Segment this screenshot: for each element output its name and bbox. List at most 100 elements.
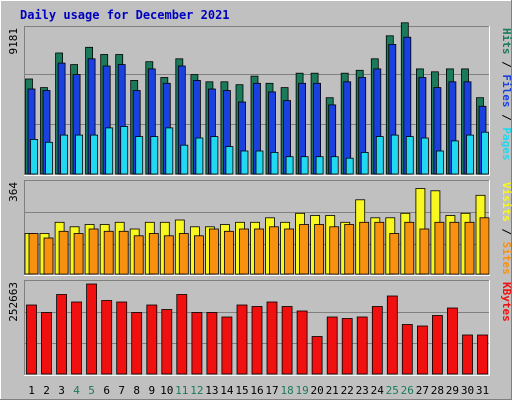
bar-pages-day-10 <box>165 127 174 175</box>
bar-sites-day-20 <box>314 224 325 275</box>
x-tick-label-day-12: 12 <box>190 384 203 397</box>
bar-sites-day-4 <box>73 233 84 275</box>
bar-pages-day-1 <box>30 138 38 175</box>
bar-sites-day-1 <box>28 233 39 275</box>
x-tick-label-day-2: 2 <box>43 384 50 397</box>
x-tick-label-day-3: 3 <box>58 384 65 397</box>
bar-kbytes-day-6 <box>101 300 113 375</box>
x-tick-label-day-11: 11 <box>175 384 188 397</box>
side-label-sites: Sites <box>500 242 512 275</box>
bar-sites-day-15 <box>239 228 249 275</box>
bar-sites-day-9 <box>148 233 159 275</box>
side-label-separator: / <box>500 108 512 128</box>
bar-sites-day-31 <box>479 217 490 275</box>
bar-sites-day-11 <box>178 233 189 275</box>
bar-kbytes-day-28 <box>431 315 443 375</box>
panel-hits-files-pages: 9181 Hits / Files / Pages <box>7 22 512 176</box>
bar-sites-day-25 <box>389 233 400 275</box>
x-tick-label-day-16: 16 <box>250 384 263 397</box>
x-tick-label-day-14: 14 <box>220 384 234 397</box>
y-tick-label: 364 <box>7 182 20 202</box>
bar-pages-day-12 <box>195 137 204 175</box>
bar-sites-day-18 <box>284 228 295 275</box>
bar-sites-day-26 <box>404 221 415 275</box>
bar-sites-day-14 <box>223 230 234 275</box>
bar-pages-day-31 <box>481 131 489 175</box>
bar-pages-day-6 <box>105 127 114 175</box>
x-tick-label-day-23: 23 <box>356 384 369 397</box>
bar-pages-day-4 <box>75 134 83 175</box>
bar-kbytes-day-15 <box>236 304 248 375</box>
bar-sites-day-12 <box>193 235 204 275</box>
bar-sites-day-17 <box>269 226 279 275</box>
bar-sites-day-29 <box>449 221 460 275</box>
bar-sites-day-21 <box>329 226 340 275</box>
side-label: Visits / Sites <box>500 182 512 275</box>
x-tick-label-day-25: 25 <box>386 384 399 397</box>
bar-kbytes-day-11 <box>176 294 188 375</box>
bar-kbytes-day-14 <box>221 316 233 375</box>
bar-pages-day-8 <box>135 136 144 175</box>
bar-kbytes-day-7 <box>116 301 128 375</box>
bar-kbytes-day-16 <box>251 306 263 375</box>
bar-pages-day-25 <box>390 134 399 175</box>
bar-kbytes-day-24 <box>371 306 383 375</box>
side-label: Hits / Files / Pages <box>500 28 512 161</box>
bar-pages-day-29 <box>450 140 459 175</box>
side-label-pages: Pages <box>500 127 512 160</box>
bar-sites-day-23 <box>359 221 370 275</box>
chart-panels: 9181 Hits / Files / Pages 364 Visits / Site… <box>7 22 512 376</box>
bar-sites-day-28 <box>434 221 445 275</box>
x-tick-label-day-31: 31 <box>476 384 489 397</box>
bar-kbytes-day-12 <box>191 312 203 375</box>
x-tick-label-day-21: 21 <box>326 384 339 397</box>
x-tick-label-day-24: 24 <box>371 384 385 397</box>
x-tick-label-day-17: 17 <box>265 384 278 397</box>
bar-pages-day-9 <box>150 136 159 175</box>
x-tick-label-day-28: 28 <box>431 384 444 397</box>
bar-kbytes-day-2 <box>41 312 52 375</box>
bar-kbytes-day-31 <box>477 334 488 375</box>
x-tick-label-day-19: 19 <box>295 384 308 397</box>
bar-sites-day-10 <box>163 235 174 275</box>
bar-sites-day-13 <box>208 228 219 275</box>
side-label: KBytes <box>500 282 512 322</box>
side-label-kbytes: KBytes <box>500 282 512 322</box>
bar-pages-day-13 <box>210 136 219 175</box>
bar-kbytes-day-27 <box>416 325 428 375</box>
bar-kbytes-day-29 <box>446 307 458 375</box>
bar-pages-day-30 <box>466 134 474 175</box>
bar-pages-day-19 <box>300 156 309 175</box>
x-tick-label-day-26: 26 <box>401 384 414 397</box>
bar-sites-day-3 <box>58 230 69 275</box>
bar-pages-day-7 <box>120 126 129 175</box>
bar-pages-day-2 <box>45 141 53 175</box>
x-tick-label-day-27: 27 <box>416 384 429 397</box>
bar-sites-day-27 <box>419 228 430 275</box>
bar-kbytes-day-21 <box>326 316 338 375</box>
bar-sites-day-5 <box>88 228 99 275</box>
bar-kbytes-day-9 <box>146 304 158 375</box>
bar-pages-day-22 <box>345 157 354 175</box>
x-tick-label-day-15: 15 <box>235 384 248 397</box>
x-tick-label-day-29: 29 <box>446 384 459 397</box>
bar-pages-day-15 <box>240 150 249 175</box>
x-tick-label-day-6: 6 <box>103 384 110 397</box>
bar-pages-day-23 <box>360 151 369 175</box>
bar-pages-day-21 <box>330 156 339 175</box>
x-tick-label-day-22: 22 <box>341 384 354 397</box>
bar-pages-day-16 <box>255 150 264 175</box>
side-label-separator: / <box>500 55 512 75</box>
panel-visits-sites: 364 Visits / Sites <box>7 180 512 276</box>
bar-kbytes-day-18 <box>281 306 293 375</box>
bar-kbytes-day-1 <box>26 304 37 375</box>
bar-pages-day-24 <box>375 136 384 175</box>
bar-sites-day-7 <box>118 230 129 275</box>
bar-sites-day-16 <box>254 228 264 275</box>
bar-pages-day-26 <box>405 136 414 175</box>
bar-kbytes-day-30 <box>462 334 473 375</box>
bar-pages-day-3 <box>60 134 68 175</box>
bar-sites-day-30 <box>464 221 475 275</box>
bar-pages-day-28 <box>435 150 444 175</box>
bar-kbytes-day-23 <box>356 316 368 375</box>
